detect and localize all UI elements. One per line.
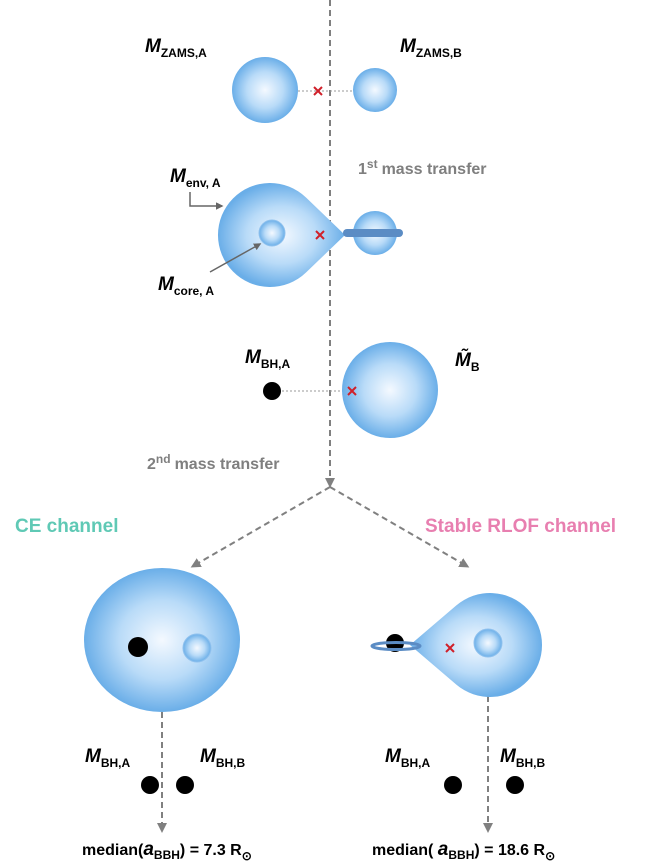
center-of-mass bbox=[313, 86, 323, 96]
text: M̃ bbox=[455, 348, 472, 371]
label: MZAMS,A bbox=[145, 36, 207, 60]
label: Menv, A bbox=[170, 166, 221, 190]
text: M bbox=[245, 347, 262, 368]
label: MBH,A bbox=[245, 347, 290, 371]
core bbox=[473, 628, 503, 658]
stage-label: 1st mass transfer bbox=[358, 157, 487, 178]
text: ZAMS,B bbox=[416, 46, 462, 60]
text: st bbox=[367, 157, 378, 171]
text: M bbox=[158, 274, 175, 295]
text: BH,B bbox=[216, 756, 246, 770]
text: M bbox=[85, 746, 102, 767]
text: M bbox=[500, 746, 517, 767]
text: median( bbox=[372, 842, 438, 859]
stage-label: 2nd mass transfer bbox=[147, 452, 280, 473]
result: median(aBBH) = 7.3 R⊙ bbox=[82, 839, 252, 863]
label: MBH,A bbox=[85, 746, 130, 770]
text: a bbox=[143, 839, 154, 860]
black-hole bbox=[176, 776, 194, 794]
core bbox=[182, 633, 212, 663]
black-hole bbox=[506, 776, 524, 794]
text: a bbox=[438, 839, 449, 860]
text: 2 bbox=[147, 456, 156, 473]
black-hole bbox=[263, 382, 281, 400]
text: ZAMS,A bbox=[161, 46, 207, 60]
text: M bbox=[400, 36, 417, 57]
text: mass transfer bbox=[175, 456, 280, 473]
text: M bbox=[145, 36, 162, 57]
channel-title: Stable RLOF channel bbox=[425, 516, 616, 537]
result: median( aBBH) = 18.6 R⊙ bbox=[372, 839, 555, 863]
center-of-mass bbox=[347, 386, 357, 396]
text: ⊙ bbox=[545, 849, 555, 863]
text: M bbox=[170, 166, 187, 187]
label: Mcore, A bbox=[158, 274, 214, 298]
text: BH,B bbox=[516, 756, 546, 770]
text: BH,A bbox=[401, 756, 431, 770]
center-of-mass bbox=[445, 643, 455, 653]
channel-title: CE channel bbox=[15, 516, 118, 537]
text: BBH bbox=[154, 848, 180, 862]
core bbox=[258, 219, 286, 247]
label: M̃B bbox=[455, 348, 480, 374]
text: M bbox=[385, 746, 402, 767]
pointer bbox=[189, 192, 224, 210]
text: M bbox=[200, 746, 217, 767]
star bbox=[342, 342, 438, 438]
label: MBH,B bbox=[200, 746, 245, 770]
text: 1 bbox=[358, 161, 367, 178]
center-of-mass bbox=[315, 230, 325, 240]
text: env, A bbox=[186, 176, 221, 190]
label: MZAMS,B bbox=[400, 36, 462, 60]
text: mass transfer bbox=[382, 161, 487, 178]
mass-stream bbox=[343, 229, 403, 237]
flow-line bbox=[329, 486, 470, 568]
text: BH,A bbox=[101, 756, 131, 770]
black-hole bbox=[128, 637, 148, 657]
text: ) = 18.6 R bbox=[474, 842, 545, 859]
common-envelope bbox=[84, 568, 240, 712]
accretion-disk bbox=[370, 641, 422, 651]
black-hole bbox=[141, 776, 159, 794]
label: MBH,A bbox=[385, 746, 430, 770]
star bbox=[353, 68, 397, 112]
text: median( bbox=[82, 842, 144, 859]
text: BH,A bbox=[261, 357, 291, 371]
black-hole bbox=[444, 776, 462, 794]
pointer bbox=[209, 243, 262, 273]
text: core, A bbox=[174, 284, 215, 298]
text: BBH bbox=[448, 848, 474, 862]
flow-line bbox=[190, 486, 331, 568]
text: nd bbox=[156, 452, 171, 466]
text: ) = 7.3 R bbox=[180, 842, 242, 859]
text: B bbox=[471, 360, 480, 374]
label: MBH,B bbox=[500, 746, 545, 770]
star bbox=[232, 57, 298, 123]
text: ⊙ bbox=[242, 849, 252, 863]
